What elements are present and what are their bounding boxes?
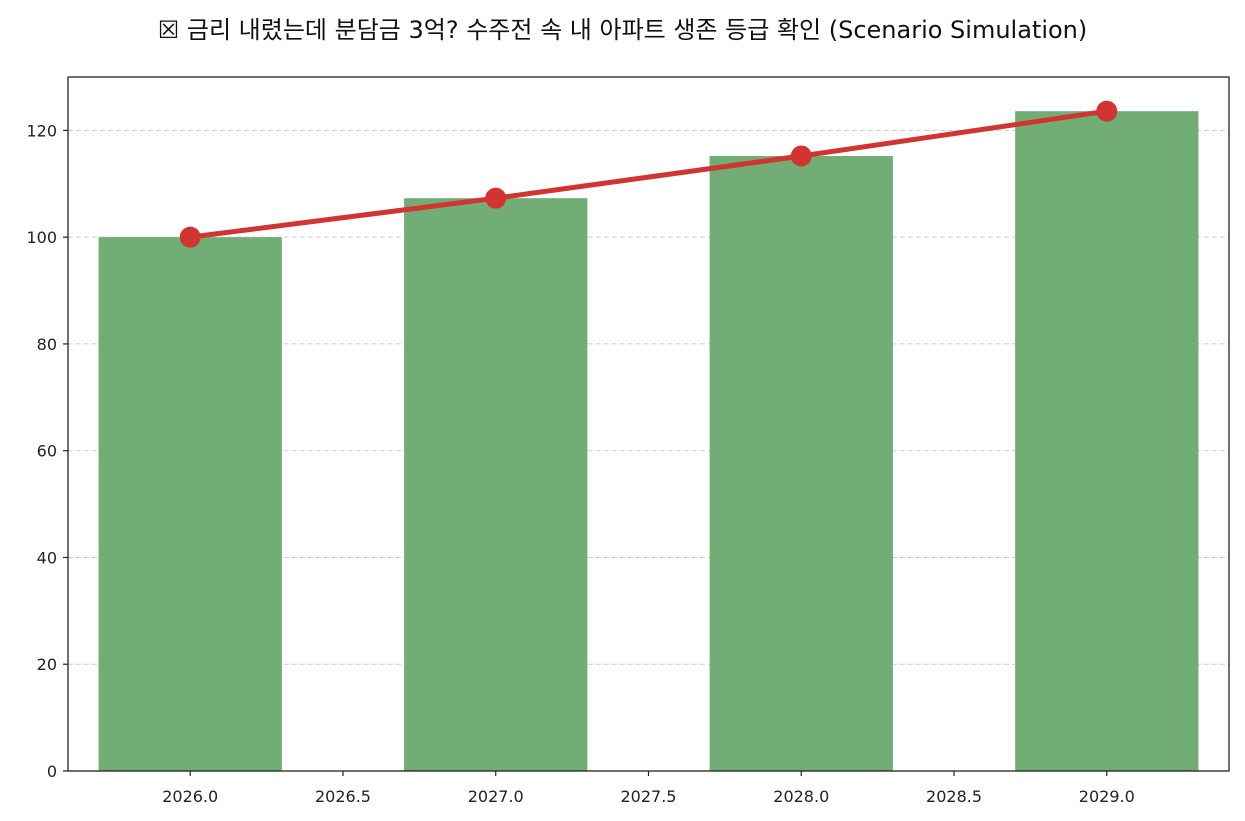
y-tick-label: 100 [26,228,57,247]
x-tick-label: 2029.0 [1079,787,1135,806]
x-tick-label: 2028.5 [926,787,982,806]
bar-layer [98,111,1199,772]
y-tick-label: 80 [37,335,57,354]
bar [404,198,588,771]
bar [98,237,282,772]
line-point [1096,100,1118,122]
line-point [485,187,507,209]
y-tick-label: 40 [37,548,57,567]
bar [709,156,893,772]
y-tick-label: 20 [37,655,57,674]
y-tick-label: 60 [37,442,57,461]
x-tick-label: 2027.0 [468,787,524,806]
series-line [187,108,1110,240]
tick-layer: 0 20 40 60 80 100 120 2026.0 2026.5 2027.0 2027.5 2… [26,121,1134,806]
y-tick-label: 120 [26,121,57,140]
line-point [790,145,812,167]
x-tick-label: 2026.0 [162,787,218,806]
x-tick-label: 2027.5 [621,787,677,806]
bar [1015,111,1199,772]
y-tick-label: 0 [47,762,57,781]
line-layer [179,100,1118,248]
x-tick-label: 2028.0 [773,787,829,806]
x-tick-label: 2026.5 [315,787,371,806]
line-point [179,226,201,248]
chart-title: ☒ 금리 내렸는데 분담금 3억? 수주전 속 내 아파트 생존 등급 확인 (… [157,16,1088,44]
